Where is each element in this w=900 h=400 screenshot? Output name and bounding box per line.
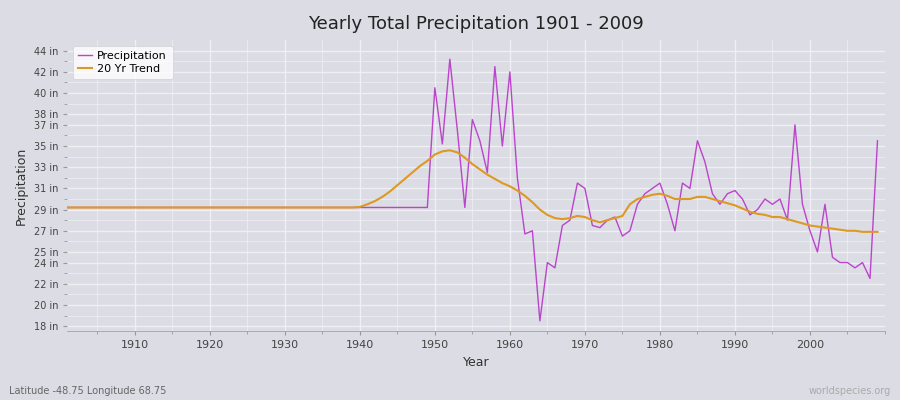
Precipitation [445, 57, 455, 62]
Precipitation [332, 205, 343, 210]
20 Yr Trend [62, 205, 73, 210]
20 Yr Trend [857, 230, 868, 234]
Precipitation [872, 138, 883, 143]
Precipitation [535, 318, 545, 323]
Title: Yearly Total Precipitation 1901 - 2009: Yearly Total Precipitation 1901 - 2009 [308, 15, 644, 33]
Line: 20 Yr Trend: 20 Yr Trend [68, 150, 878, 232]
Precipitation [512, 176, 523, 180]
20 Yr Trend [445, 148, 455, 153]
20 Yr Trend [287, 205, 298, 210]
20 Yr Trend [872, 230, 883, 234]
20 Yr Trend [122, 205, 132, 210]
Text: worldspecies.org: worldspecies.org [809, 386, 891, 396]
20 Yr Trend [332, 205, 343, 210]
20 Yr Trend [512, 188, 523, 193]
Text: Latitude -48.75 Longitude 68.75: Latitude -48.75 Longitude 68.75 [9, 386, 166, 396]
Line: Precipitation: Precipitation [68, 59, 878, 321]
Precipitation [609, 215, 620, 220]
X-axis label: Year: Year [463, 356, 490, 369]
Y-axis label: Precipitation: Precipitation [15, 147, 28, 225]
20 Yr Trend [505, 184, 516, 189]
Precipitation [62, 205, 73, 210]
Precipitation [287, 205, 298, 210]
Precipitation [505, 70, 516, 74]
20 Yr Trend [602, 218, 613, 222]
Precipitation [122, 205, 132, 210]
Legend: Precipitation, 20 Yr Trend: Precipitation, 20 Yr Trend [73, 46, 173, 79]
